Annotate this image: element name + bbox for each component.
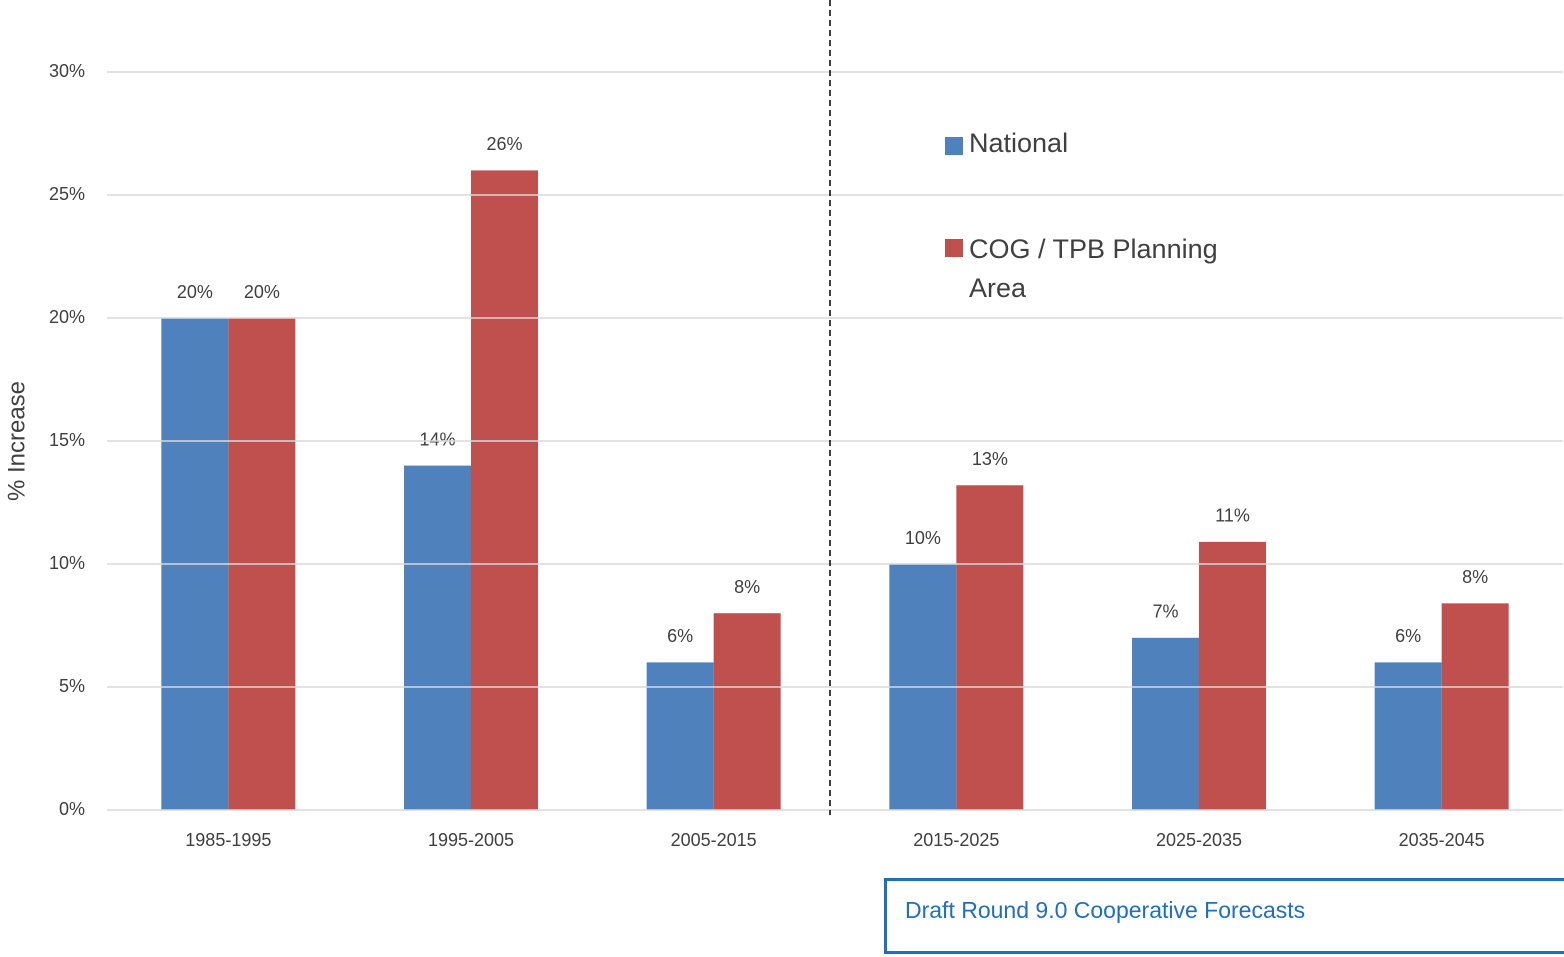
legend-swatch (945, 239, 963, 257)
legend-label: COG / TPB Planning Area (969, 234, 1218, 303)
y-tick-label: 0% (59, 799, 85, 819)
data-label: 7% (1152, 602, 1178, 622)
data-label: 8% (734, 577, 760, 597)
bar (646, 662, 714, 810)
x-tick-label: 1985-1995 (185, 830, 271, 850)
y-tick-label: 10% (49, 553, 85, 573)
data-label: 6% (667, 626, 693, 646)
x-tick-label: 1995-2005 (428, 830, 514, 850)
annotation: Draft Round 9.0 Cooperative Forecasts (884, 878, 1564, 954)
bar (956, 485, 1024, 810)
data-label: 8% (1462, 567, 1488, 587)
data-label: 20% (177, 282, 213, 302)
bar (713, 613, 781, 810)
bar (1199, 541, 1266, 810)
y-tick-label: 20% (49, 307, 85, 327)
x-tick-label: 2005-2015 (671, 830, 757, 850)
y-axis-label: % Increase (3, 381, 30, 501)
data-label: 11% (1215, 506, 1250, 526)
bar (1374, 662, 1442, 810)
bar (404, 465, 471, 810)
data-label: 14% (419, 429, 455, 449)
x-tick-label: 2015-2025 (913, 830, 999, 850)
data-label: 26% (486, 134, 522, 154)
data-label: 20% (244, 282, 280, 302)
legend-swatch (945, 137, 963, 155)
legend-item: COG / TPB Planning Area (945, 230, 1235, 308)
y-tick-label: 15% (49, 430, 85, 450)
legend-label: National (969, 128, 1069, 158)
bar (1441, 603, 1509, 810)
data-label: 10% (905, 528, 941, 548)
x-tick-label: 2035-2045 (1399, 830, 1485, 850)
y-tick-label: 5% (59, 676, 85, 696)
legend-item: National (945, 128, 1068, 159)
y-tick-label: 25% (49, 184, 85, 204)
data-label: 13% (972, 449, 1008, 469)
y-tick-label: 30% (49, 61, 85, 81)
x-tick-label: 2025-2035 (1156, 830, 1242, 850)
data-label: 6% (1395, 626, 1421, 646)
bar (1132, 637, 1199, 810)
bar (471, 170, 538, 810)
